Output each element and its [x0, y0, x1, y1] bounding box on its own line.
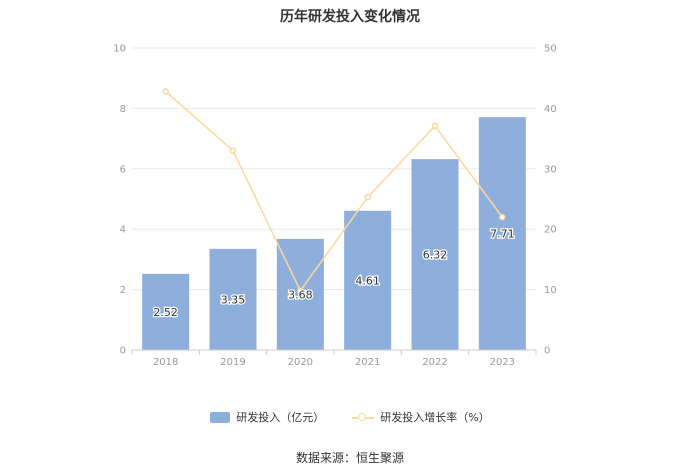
bar-value-label: 4.61: [355, 274, 380, 287]
source-note: 数据来源：恒生聚源: [295, 451, 404, 465]
line-layer: [162, 88, 506, 295]
growth-point: [162, 88, 169, 95]
y-right-tick-label: 50: [544, 44, 557, 55]
bar: [344, 210, 392, 350]
y-right-tick-label: 30: [544, 164, 557, 175]
bar: [142, 273, 190, 350]
bar-value-label: 2.52: [153, 306, 178, 319]
chart-title: 历年研发投入变化情况: [280, 9, 420, 25]
legend-line-label: 研发投入增长率（%）: [380, 411, 490, 424]
y-left-tick-label: 6: [120, 164, 126, 175]
y-left-tick-label: 2: [120, 285, 126, 296]
x-tick-label: 2021: [355, 357, 380, 368]
bar: [411, 159, 459, 350]
y-right-tick-label: 10: [544, 285, 557, 296]
bar-value-label: 3.35: [221, 293, 246, 306]
bar-value-label: 7.71: [490, 228, 515, 241]
label-layer: 2.52 3.35 3.68 4.61 6.32 7.71: [152, 226, 516, 320]
y-left-tick-label: 0: [120, 346, 126, 357]
bar-value-label: 3.68: [288, 288, 313, 301]
x-tick-label: 2018: [153, 357, 178, 368]
bar: [209, 248, 257, 350]
y-left-tick-label: 8: [120, 104, 126, 115]
growth-point: [297, 287, 304, 295]
growth-point: [431, 122, 439, 130]
x-tick-label: 2019: [220, 357, 245, 368]
legend: 研发投入（亿元） 研发投入增长率（%）: [0, 408, 700, 426]
bar: [478, 117, 526, 351]
legend-item-line[interactable]: 研发投入增长率（%）: [352, 409, 490, 425]
growth-point: [499, 213, 506, 221]
grid-layer: [132, 47, 536, 291]
y-right-tick-label: 40: [544, 104, 557, 115]
x-tick-label: 2023: [490, 357, 515, 368]
growth-point: [229, 147, 237, 154]
y-left-tick-label: 10: [113, 44, 126, 55]
legend-bar-swatch: [210, 411, 231, 423]
growth-line: [165, 90, 503, 293]
y-left-tick-label: 4: [120, 225, 126, 236]
axis-layer: 0 2 4 6 8 10 0 10 20 30 40 50 2018 2019 2020 2021 2022 20…: [113, 44, 556, 369]
legend-item-bar[interactable]: 研发投入（亿元）: [210, 409, 324, 425]
legend-bar-label: 研发投入（亿元）: [236, 411, 325, 424]
bar-layer: [142, 117, 526, 351]
y-right-tick-label: 0: [544, 346, 550, 357]
bar-value-label: 6.32: [423, 249, 448, 262]
x-tick-label: 2022: [422, 357, 447, 368]
y-right-tick-label: 20: [544, 225, 557, 236]
growth-point: [364, 193, 371, 201]
legend-line-swatch: [352, 412, 375, 423]
x-tick-label: 2020: [288, 357, 313, 368]
